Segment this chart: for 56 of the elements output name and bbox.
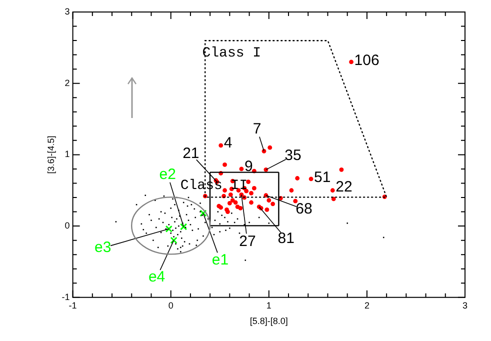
point: [293, 198, 298, 204]
point: [295, 176, 300, 180]
annotation: e3: [94, 239, 112, 256]
x-tick-label: 1: [266, 300, 272, 310]
x-tick-label: 3: [462, 300, 468, 310]
point: [170, 236, 178, 244]
annotation: e2: [159, 166, 176, 183]
point: [227, 201, 232, 206]
y-tick-label: 0: [64, 220, 70, 231]
point: [218, 143, 224, 148]
annotation: Class I: [202, 45, 262, 62]
point: [239, 166, 244, 172]
annotation: 51: [314, 169, 331, 186]
annotation: 106: [354, 52, 380, 70]
annotation: 7: [252, 120, 262, 138]
annotation: 35: [284, 146, 302, 164]
point: [249, 191, 254, 196]
annotation: 22: [336, 178, 352, 196]
y-tick-label: 2: [64, 78, 70, 88]
annotation: e4: [148, 268, 166, 286]
point: [264, 207, 270, 212]
point: [222, 188, 227, 193]
annotation: 68: [296, 200, 312, 218]
point: [228, 192, 233, 197]
point: [270, 202, 276, 206]
annotation: e1: [212, 251, 229, 268]
point: [289, 188, 294, 193]
point: [249, 200, 254, 205]
y-tick-label: 3: [64, 6, 70, 16]
annotation: 81: [278, 230, 294, 247]
point: [222, 162, 227, 167]
point: [200, 210, 207, 217]
annotation: 21: [182, 144, 200, 162]
y-tick-label: 1: [64, 149, 70, 160]
point: [252, 186, 256, 190]
annotation: 4: [224, 134, 232, 152]
point: [308, 176, 314, 182]
x-tick-label: 2: [364, 300, 370, 310]
point: [330, 188, 335, 193]
y-tick-label: -1: [62, 292, 70, 302]
x-tick-label: 0: [168, 300, 174, 310]
point: [238, 206, 243, 210]
x-axis-title: [5.8]-[8.0]: [250, 316, 288, 326]
point: [339, 167, 344, 172]
point: [266, 198, 272, 203]
annotation: 27: [239, 232, 256, 250]
y-axis-title: [3.6]-[4.5]: [46, 136, 56, 174]
point: [180, 223, 188, 230]
point: [230, 198, 235, 203]
point: [268, 145, 272, 150]
point: [165, 225, 172, 232]
annotation: 9: [244, 158, 253, 176]
point: [349, 60, 354, 64]
point: [233, 200, 238, 205]
point: [226, 210, 230, 214]
point: [331, 196, 336, 202]
